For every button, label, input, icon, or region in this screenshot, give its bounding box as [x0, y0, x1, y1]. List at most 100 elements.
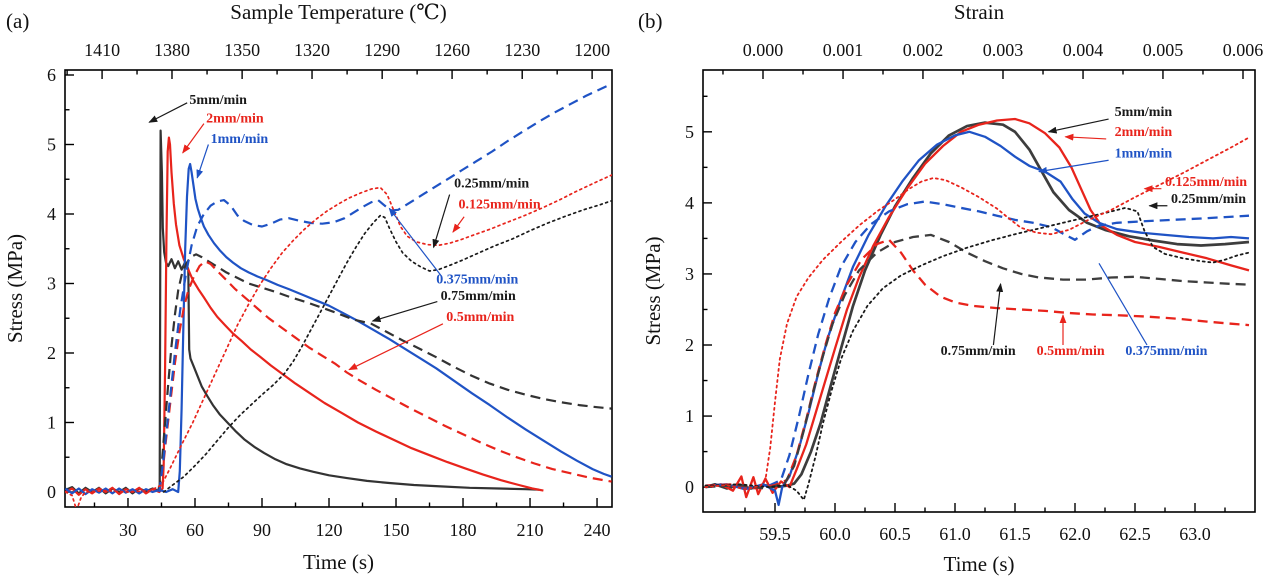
axis-ticks — [703, 70, 1244, 512]
annotation-label-1mm-min: 1mm/min — [1115, 146, 1173, 161]
series-0.125mm-min — [704, 136, 1250, 491]
x-tick-label: 210 — [517, 520, 544, 540]
annotation-label-0.75mm-min: 0.75mm/min — [441, 289, 516, 304]
x-tick-label: 120 — [316, 520, 343, 540]
x-tick-label: 62.0 — [1059, 524, 1091, 544]
y-tick-label: 5 — [685, 122, 694, 142]
annotation-label-0.25mm-min: 0.25mm/min — [454, 177, 529, 192]
annotation-arrow-2mm-min — [182, 123, 205, 154]
x-tick-label: 63.0 — [1179, 524, 1211, 544]
y-tick-label: 1 — [685, 406, 694, 426]
panel-b: (b) 59.5 60.0 60.5 61.0 61.5 62.0 62.5 63.0 0.000… — [638, 0, 1263, 576]
annotation-arrow-1mm-min — [1038, 159, 1109, 174]
annotation-label-0.25mm-min: 0.25mm/min — [1171, 192, 1246, 207]
x-tick-label: 59.5 — [759, 524, 791, 544]
series-group — [704, 117, 1250, 507]
x-tick-label: 61.0 — [939, 524, 971, 544]
annotation-arrow-0.75mm-min — [992, 282, 1004, 346]
top-tick-label: 1350 — [224, 40, 260, 60]
annotations: 5mm/min 2mm/min 1mm/min 0.25mm/min 0.125mm/m… — [148, 93, 541, 371]
top-tick-label: 1200 — [574, 40, 610, 60]
x-axis-title: Time (s) — [303, 550, 374, 574]
annotation-label-0.125mm-min: 0.125mm/min — [1165, 175, 1247, 190]
top-tick-label: 0.002 — [903, 40, 944, 60]
panel-label: (b) — [638, 9, 663, 33]
y-tick-label: 0 — [47, 482, 56, 502]
top-tick-label: 1380 — [154, 40, 190, 60]
y-tick-label: 3 — [685, 264, 694, 284]
y-tick-label: 5 — [47, 135, 56, 155]
series-0.5mm-min — [158, 260, 612, 493]
x-axis-title: Time (s) — [944, 552, 1015, 576]
y-tick-label: 4 — [685, 193, 694, 213]
series-2mm-min — [65, 136, 544, 496]
top-tick-label: 1320 — [294, 40, 330, 60]
series-0.75mm-min — [705, 233, 1250, 490]
x-tick-label: 60.0 — [819, 524, 851, 544]
x-tick-label: 180 — [450, 520, 477, 540]
annotations: 5mm/min 2mm/min 1mm/min 0.125mm/min 0.25mm/m… — [941, 105, 1248, 359]
y-tick-label: 1 — [47, 412, 56, 432]
x-tick-label: 61.5 — [999, 524, 1031, 544]
series-0.375mm-min — [705, 200, 1250, 490]
series-0.375mm-min — [158, 82, 612, 493]
top-tick-label: 1290 — [364, 40, 400, 60]
annotation-arrow-0.25mm-min — [432, 194, 451, 249]
series-0.125mm-min — [65, 174, 612, 507]
panel-label: (a) — [6, 9, 29, 33]
y-tick-label: 0 — [685, 477, 694, 497]
annotation-arrow-0.375mm-min — [1098, 262, 1148, 346]
annotation-label-2mm-min: 2mm/min — [1115, 125, 1173, 140]
x-tick-label: 240 — [584, 520, 611, 540]
top-tick-label: 1260 — [434, 40, 470, 60]
plot-border — [64, 69, 613, 508]
top-axis-title: Strain — [954, 0, 1005, 24]
annotation-arrow-0.375mm-min — [388, 207, 442, 276]
annotation-arrow-5mm-min — [148, 102, 188, 123]
annotation-label-0.5mm-min: 0.5mm/min — [446, 310, 514, 325]
y-tick-label: 2 — [47, 343, 56, 363]
series-group — [65, 82, 612, 507]
x-tick-label: 90 — [253, 520, 271, 540]
plot-border — [702, 69, 1256, 513]
top-tick-label: 1230 — [504, 40, 540, 60]
annotation-label-5mm-min: 5mm/min — [1115, 105, 1173, 120]
y-tick-label: 6 — [47, 65, 56, 85]
axis-ticks — [65, 70, 598, 507]
annotation-label-5mm-min: 5mm/min — [189, 93, 247, 108]
y-tick-label: 4 — [47, 204, 56, 224]
y-tick-label: 2 — [685, 335, 694, 355]
top-tick-label: 0.005 — [1143, 40, 1184, 60]
x-tick-label: 60 — [186, 520, 204, 540]
top-tick-label: 1410 — [84, 40, 120, 60]
annotation-arrow-2mm-min — [1064, 133, 1107, 141]
y-axis-title: Stress (MPa) — [641, 236, 665, 345]
series-1mm-min — [705, 130, 1250, 507]
x-tick-label: 30 — [119, 520, 137, 540]
top-tick-label: 0.004 — [1063, 40, 1104, 60]
x-tick-label: 60.5 — [879, 524, 911, 544]
top-tick-label: 0.003 — [983, 40, 1024, 60]
top-tick-label: 0.000 — [743, 40, 784, 60]
annotation-label-1mm-min: 1mm/min — [211, 132, 269, 147]
x-tick-label: 62.5 — [1119, 524, 1151, 544]
annotation-label-2mm-min: 2mm/min — [206, 111, 264, 126]
series-1mm-min — [65, 162, 612, 496]
annotation-label-0.5mm-min: 0.5mm/min — [1037, 344, 1105, 359]
annotation-label-0.375mm-min: 0.375mm/min — [436, 272, 518, 287]
annotation-label-0.75mm-min: 0.75mm/min — [941, 344, 1016, 359]
annotation-arrow-1mm-min — [196, 144, 209, 179]
x-tick-label: 150 — [383, 520, 410, 540]
annotation-label-0.375mm-min: 0.375mm/min — [1125, 344, 1207, 359]
annotation-arrow-0.5mm-min — [348, 323, 444, 371]
annotation-arrow-0.75mm-min — [371, 300, 438, 323]
series-0.75mm-min — [158, 253, 612, 491]
series-0.5mm-min — [705, 238, 1250, 490]
series-0.25mm-min — [162, 199, 612, 493]
y-axis-title: Stress (MPa) — [3, 234, 27, 343]
top-tick-label: 0.006 — [1223, 40, 1264, 60]
annotation-arrow-0.125mm-min — [452, 216, 465, 233]
